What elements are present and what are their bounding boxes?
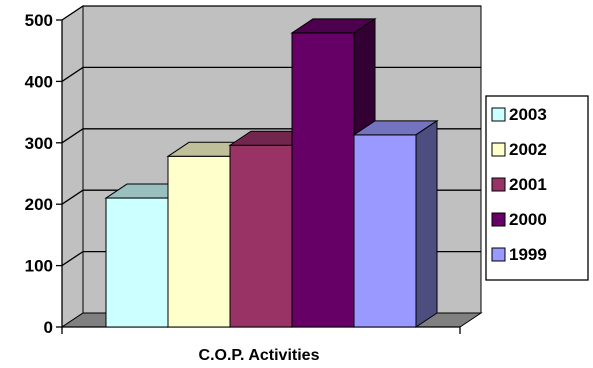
y-axis-ticks: 0 100 200 300 400 500 [25, 11, 62, 337]
bar-front [105, 197, 169, 328]
legend-swatch-2003 [491, 107, 506, 122]
side-wall [61, 5, 84, 328]
x-axis-label: C.O.P. Activities [199, 347, 320, 364]
y-tick-label: 200 [25, 195, 53, 214]
legend-label: 2002 [509, 140, 547, 159]
y-tick-label: 400 [25, 72, 53, 91]
legend-label: 2001 [509, 175, 547, 194]
legend-swatch-1999 [491, 247, 506, 262]
legend: 2003 2002 2001 2000 1999 [485, 95, 589, 281]
legend-label: 2003 [509, 105, 547, 124]
y-tick-label: 500 [25, 11, 53, 30]
legend-swatch-2001 [491, 177, 506, 192]
bar-front [291, 32, 355, 328]
bar-front [353, 134, 417, 328]
bar-side [415, 119, 438, 328]
bar-1999 [352, 119, 439, 328]
y-tick-label: 0 [44, 318, 53, 337]
gridline [61, 5, 481, 21]
legend-label: 2000 [509, 210, 547, 229]
legend-swatch-2002 [491, 142, 506, 157]
bar-front [167, 155, 231, 328]
bars [104, 17, 439, 328]
bar-front [229, 144, 293, 328]
y-tick-label: 300 [25, 134, 53, 153]
legend-swatch-2000 [491, 212, 506, 227]
y-tick-label: 100 [25, 257, 53, 276]
legend-label: 1999 [509, 245, 547, 264]
